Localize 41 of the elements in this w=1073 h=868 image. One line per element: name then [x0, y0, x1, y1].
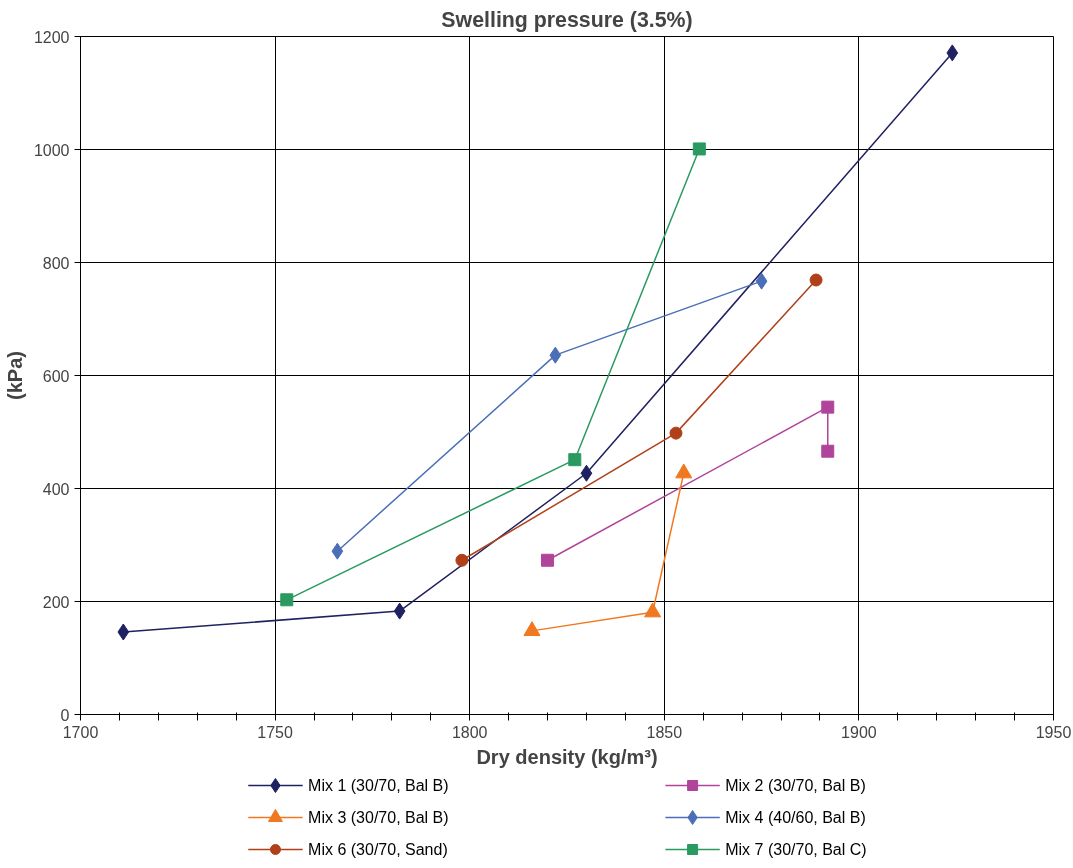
- point: [523, 621, 541, 636]
- point: [692, 142, 706, 156]
- y-tick-label: 0: [60, 706, 70, 724]
- x-tick-label: 1850: [646, 723, 683, 741]
- point: [809, 273, 823, 287]
- x-tick-label: 1950: [1035, 723, 1072, 741]
- x-tick-label: 1700: [62, 723, 99, 741]
- point: [644, 602, 662, 618]
- point: [580, 464, 593, 482]
- point: [331, 542, 344, 560]
- point: [280, 593, 294, 607]
- y-tick-label: 1000: [33, 141, 70, 159]
- point: [821, 400, 835, 414]
- point: [669, 426, 683, 440]
- x-tick-label: 1900: [841, 723, 877, 741]
- point: [821, 444, 835, 458]
- point: [946, 44, 959, 62]
- y-axis-title: (kPa): [3, 351, 26, 400]
- point: [393, 602, 406, 620]
- y-tick-label: 600: [42, 367, 70, 385]
- legend-label: Mix 4 (40/60, Bal B): [725, 809, 866, 826]
- legend-label: Mix 7 (30/70, Bal C): [725, 841, 867, 858]
- chart-title: Swelling pressure (3.5%): [441, 7, 693, 32]
- legend-label: Mix 1 (30/70, Bal B): [308, 777, 449, 794]
- point: [541, 553, 555, 567]
- point: [675, 463, 693, 479]
- legend-label: Mix 2 (30/70, Bal B): [725, 777, 866, 794]
- x-tick-label: 1750: [257, 723, 293, 741]
- point: [568, 453, 582, 467]
- x-axis-title: Dry density (kg/m³): [476, 745, 658, 768]
- x-tick-label: 1800: [451, 723, 488, 741]
- y-tick-label: 400: [42, 480, 70, 498]
- y-tick-label: 1200: [33, 28, 70, 46]
- point: [117, 623, 130, 641]
- legend-label: Mix 6 (30/70, Sand): [308, 841, 448, 858]
- point: [455, 553, 469, 567]
- y-tick-label: 200: [42, 593, 70, 611]
- legend-label: Mix 3 (30/70, Bal B): [308, 809, 449, 826]
- point: [549, 346, 562, 364]
- point: [755, 272, 768, 290]
- y-tick-label: 800: [42, 254, 70, 272]
